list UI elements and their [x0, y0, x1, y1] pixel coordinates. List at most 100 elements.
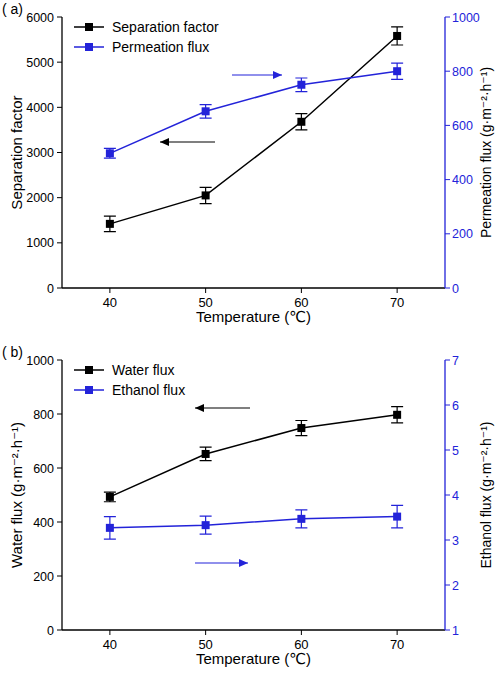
marker: [297, 81, 305, 89]
x-tick: [301, 630, 302, 635]
y-tick: [57, 288, 62, 289]
marker: [202, 191, 210, 199]
series-line: [110, 71, 397, 153]
legend-label: Separation factor: [112, 19, 219, 35]
y-tick-label: 0: [47, 624, 54, 638]
y2-tick-label: 3: [452, 534, 459, 548]
y-tick: [57, 522, 62, 523]
y2-tick: [445, 125, 450, 126]
y2-tick: [445, 71, 450, 72]
plot-area: [104, 407, 403, 539]
legend-marker: [85, 43, 93, 51]
error-bar: [200, 516, 212, 534]
x-axis: [62, 629, 445, 630]
y2-tick-label: 1000: [452, 11, 480, 25]
y-tick-label: 4000: [26, 101, 54, 115]
legend: Separation factorPermeation flux: [74, 19, 219, 55]
y-tick-label: 200: [33, 570, 54, 584]
legend: Water flux Ethanol flux: [74, 362, 185, 398]
y-tick-label: 5000: [26, 56, 54, 70]
y2-tick-label: 800: [452, 65, 473, 79]
y2-axis: [444, 17, 445, 288]
error-bar: [104, 492, 116, 502]
error-bar: [200, 187, 212, 203]
y-tick: [57, 17, 62, 18]
legend-label: Water flux: [112, 362, 175, 378]
x-tick: [301, 288, 302, 293]
panel-label: ( b): [2, 344, 23, 360]
y-tick: [57, 197, 62, 198]
error-bar: [295, 78, 307, 92]
marker: [202, 450, 210, 458]
series-line: [110, 36, 397, 224]
y2-tick: [445, 630, 450, 631]
x-tick: [205, 288, 206, 293]
series-line: [110, 517, 397, 528]
y-tick: [57, 468, 62, 469]
y-tick-label: 2000: [26, 191, 54, 205]
y2-tick-label: 0: [452, 282, 459, 296]
x-tick: [397, 288, 398, 293]
marker: [393, 411, 401, 419]
x-tick-label: 70: [390, 637, 404, 652]
y2-tick-label: 7: [452, 354, 459, 368]
y-axis: [61, 360, 62, 630]
error-bar: [295, 420, 307, 435]
marker: [106, 149, 114, 157]
y-tick: [57, 242, 62, 243]
legend-marker: [85, 366, 93, 374]
y2-tick: [445, 585, 450, 586]
y-tick: [57, 107, 62, 108]
y2-tick-label: 6: [452, 399, 459, 413]
x-tick: [205, 630, 206, 635]
error-bar: [295, 114, 307, 130]
y2-tick-label: 400: [452, 173, 473, 187]
y-tick-label: 400: [33, 516, 54, 530]
x-tick: [109, 288, 110, 293]
x-tick: [109, 630, 110, 635]
marker: [106, 220, 114, 228]
y2-tick-label: 200: [452, 227, 473, 241]
error-bar: [295, 510, 307, 528]
y-tick-label: 600: [33, 462, 54, 476]
y-tick: [57, 62, 62, 63]
y2-tick: [445, 288, 450, 289]
x-tick-label: 70: [390, 295, 404, 310]
y-axis-label: Separation factor: [8, 95, 25, 209]
legend-marker: [85, 386, 93, 394]
y2-tick: [445, 405, 450, 406]
y2-tick-label: 5: [452, 444, 459, 458]
error-bar: [391, 407, 403, 423]
y2-axis-label: Permeation flux (g·m⁻²·h⁻¹): [478, 67, 494, 238]
marker: [393, 513, 401, 521]
legend-marker: [85, 23, 93, 31]
error-bar: [200, 105, 212, 119]
y-tick: [57, 576, 62, 577]
y-axis-label: Water flux (g·m⁻²·h⁻¹): [8, 422, 25, 568]
legend-label: Ethanol flux: [112, 382, 185, 398]
y-tick-label: 3000: [26, 146, 54, 160]
error-bar: [391, 505, 403, 527]
x-axis-label: Temperature (℃): [196, 308, 311, 325]
marker: [202, 107, 210, 115]
y-tick-label: 0: [47, 282, 54, 296]
y2-tick: [445, 233, 450, 234]
error-bar: [391, 27, 403, 45]
y-tick-label: 800: [33, 408, 54, 422]
y2-tick: [445, 540, 450, 541]
chart-root: ( a)405060700100020003000400050006000020…: [0, 0, 496, 678]
y2-tick-label: 4: [452, 489, 459, 503]
panel-label: ( a): [2, 1, 23, 17]
error-bar: [104, 148, 116, 158]
y-tick: [57, 630, 62, 631]
error-bar: [391, 63, 403, 79]
axis-arrow-head: [160, 138, 169, 146]
marker: [106, 524, 114, 532]
y-tick: [57, 152, 62, 153]
marker: [393, 32, 401, 40]
y2-axis-label: Ethanol flux (g·m⁻²·h⁻¹): [478, 421, 494, 568]
axis-arrow-head: [239, 559, 248, 567]
x-tick-label: 40: [103, 295, 117, 310]
marker: [393, 67, 401, 75]
y2-tick-label: 2: [452, 579, 459, 593]
